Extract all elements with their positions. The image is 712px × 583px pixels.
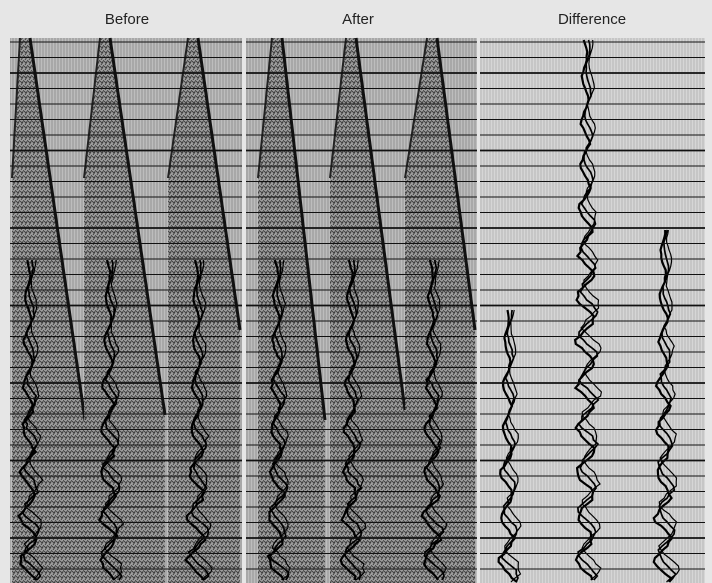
figure: Before After Difference bbox=[0, 0, 712, 583]
page: {"panels": [{"title": "Before"}, {"title… bbox=[0, 0, 712, 583]
panel-title: Difference bbox=[558, 11, 626, 28]
panel-title: After bbox=[342, 11, 374, 28]
panel-gap bbox=[242, 38, 246, 583]
panel-gap bbox=[477, 38, 480, 583]
panels bbox=[10, 38, 705, 583]
panel-title: Before bbox=[105, 11, 149, 28]
